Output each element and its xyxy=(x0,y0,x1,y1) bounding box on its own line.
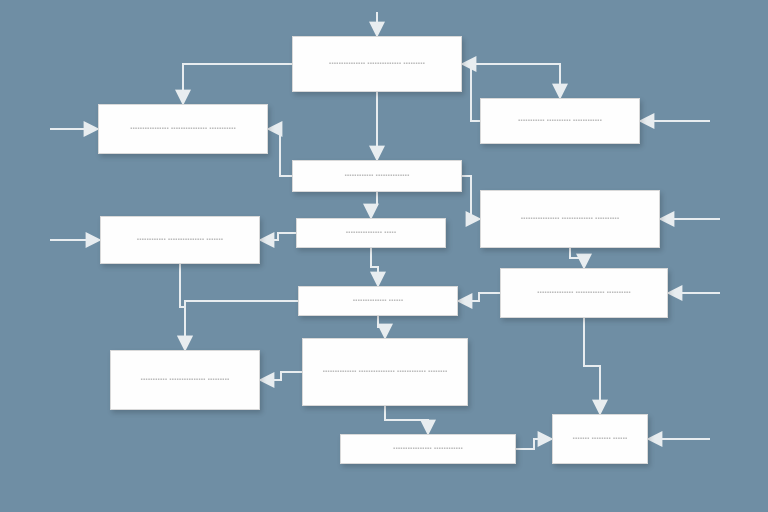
flowchart-node: ▪▪▪▪▪▪▪▪▪▪▪ ▪▪▪▪▪▪▪▪▪▪ ▪▪▪▪▪▪▪▪▪▪▪▪ xyxy=(480,98,640,144)
flowchart-edge xyxy=(462,64,560,98)
flowchart-node-label: ▪▪▪▪▪▪▪▪▪▪▪ ▪▪▪▪▪▪▪▪▪▪ ▪▪▪▪▪▪▪▪▪▪▪▪ xyxy=(489,118,631,125)
flowchart-edge xyxy=(458,293,500,301)
flowchart-node: ▪▪▪▪▪▪▪▪▪▪▪▪▪▪ ▪▪▪▪▪▪ xyxy=(298,286,458,316)
flowchart-node-label: ▪▪▪▪▪▪▪▪▪▪▪▪▪▪▪ ▪▪▪▪▪▪▪▪▪▪▪▪▪▪ ▪▪▪▪▪▪▪▪▪ xyxy=(301,61,453,68)
flowchart-edge xyxy=(462,176,480,219)
flowchart-node-label: ▪▪▪▪▪▪▪▪▪▪▪▪▪▪▪ ▪▪▪▪▪ xyxy=(305,230,437,237)
flowchart-canvas: ▪▪▪▪▪▪▪▪▪▪▪▪▪▪▪ ▪▪▪▪▪▪▪▪▪▪▪▪▪▪ ▪▪▪▪▪▪▪▪▪… xyxy=(0,0,768,512)
flowchart-edge xyxy=(260,233,296,240)
flowchart-edge xyxy=(570,248,584,268)
flowchart-node-label: ▪▪▪▪▪▪▪▪▪▪▪▪ ▪▪▪▪▪▪▪▪▪▪▪▪▪▪ xyxy=(301,173,453,180)
flowchart-edge xyxy=(371,248,378,286)
flowchart-node: ▪▪▪▪▪▪▪ ▪▪▪▪▪▪▪▪ ▪▪▪▪▪▪ xyxy=(552,414,648,464)
flowchart-edge xyxy=(462,64,480,121)
flowchart-node-label: ▪▪▪▪▪▪▪▪▪▪▪ ▪▪▪▪▪▪▪▪▪▪▪▪▪▪▪ ▪▪▪▪▪▪▪▪▪ xyxy=(119,377,251,384)
flowchart-node-label: ▪▪▪▪▪▪▪▪▪▪▪▪▪▪▪▪ ▪▪▪▪▪▪▪▪▪▪▪▪▪▪▪ ▪▪▪▪▪▪▪… xyxy=(107,126,259,133)
flowchart-node: ▪▪▪▪▪▪▪▪▪▪▪▪ ▪▪▪▪▪▪▪▪▪▪▪▪▪▪ xyxy=(292,160,462,192)
flowchart-node: ▪▪▪▪▪▪▪▪▪▪▪▪▪▪▪▪ ▪▪▪▪▪▪▪▪▪▪▪▪ xyxy=(340,434,516,464)
flowchart-node-label: ▪▪▪▪▪▪▪▪▪▪▪▪▪▪▪ ▪▪▪▪▪▪▪▪▪▪▪▪ ▪▪▪▪▪▪▪▪▪▪ xyxy=(509,290,659,297)
flowchart-edge xyxy=(260,372,302,380)
flowchart-edge xyxy=(378,316,385,338)
flowchart-node-label: ▪▪▪▪▪▪▪▪▪▪▪▪▪▪ ▪▪▪▪▪▪▪▪▪▪▪▪▪▪▪ ▪▪▪▪▪▪▪▪▪… xyxy=(311,369,459,376)
flowchart-node: ▪▪▪▪▪▪▪▪▪▪▪▪▪▪▪ ▪▪▪▪▪▪▪▪▪▪▪▪▪▪ ▪▪▪▪▪▪▪▪▪ xyxy=(292,36,462,92)
flowchart-edge xyxy=(371,192,377,218)
flowchart-node: ▪▪▪▪▪▪▪▪▪▪▪▪▪▪▪ ▪▪▪▪▪▪▪▪▪▪▪▪ ▪▪▪▪▪▪▪▪▪▪ xyxy=(500,268,668,318)
flowchart-edge xyxy=(183,64,292,104)
flowchart-edge xyxy=(185,301,298,350)
flowchart-node: ▪▪▪▪▪▪▪▪▪▪▪▪▪▪ ▪▪▪▪▪▪▪▪▪▪▪▪▪▪▪ ▪▪▪▪▪▪▪▪▪… xyxy=(302,338,468,406)
flowchart-node-label: ▪▪▪▪▪▪▪▪▪▪▪▪▪▪▪▪ ▪▪▪▪▪▪▪▪▪▪▪▪▪ ▪▪▪▪▪▪▪▪▪… xyxy=(489,216,651,223)
flowchart-node: ▪▪▪▪▪▪▪▪▪▪▪ ▪▪▪▪▪▪▪▪▪▪▪▪▪▪▪ ▪▪▪▪▪▪▪▪▪ xyxy=(110,350,260,410)
flowchart-node: ▪▪▪▪▪▪▪▪▪▪▪▪▪▪▪ ▪▪▪▪▪ xyxy=(296,218,446,248)
flowchart-edge xyxy=(584,318,600,414)
flowchart-node-label: ▪▪▪▪▪▪▪▪▪▪▪▪▪▪▪▪ ▪▪▪▪▪▪▪▪▪▪▪▪ xyxy=(349,446,507,453)
flowchart-node-label: ▪▪▪▪▪▪▪ ▪▪▪▪▪▪▪▪ ▪▪▪▪▪▪ xyxy=(561,436,639,443)
flowchart-node: ▪▪▪▪▪▪▪▪▪▪▪▪▪▪▪▪ ▪▪▪▪▪▪▪▪▪▪▪▪▪ ▪▪▪▪▪▪▪▪▪… xyxy=(480,190,660,248)
flowchart-edge xyxy=(268,129,292,176)
flowchart-edge xyxy=(180,264,185,350)
flowchart-edge xyxy=(516,439,552,449)
flowchart-node: ▪▪▪▪▪▪▪▪▪▪▪▪▪▪▪▪ ▪▪▪▪▪▪▪▪▪▪▪▪▪▪▪ ▪▪▪▪▪▪▪… xyxy=(98,104,268,154)
flowchart-node: ▪▪▪▪▪▪▪▪▪▪▪▪ ▪▪▪▪▪▪▪▪▪▪▪▪▪▪▪ ▪▪▪▪▪▪▪ xyxy=(100,216,260,264)
flowchart-node-label: ▪▪▪▪▪▪▪▪▪▪▪▪ ▪▪▪▪▪▪▪▪▪▪▪▪▪▪▪ ▪▪▪▪▪▪▪ xyxy=(109,237,251,244)
flowchart-edge xyxy=(385,406,428,434)
flowchart-node-label: ▪▪▪▪▪▪▪▪▪▪▪▪▪▪ ▪▪▪▪▪▪ xyxy=(307,298,449,305)
